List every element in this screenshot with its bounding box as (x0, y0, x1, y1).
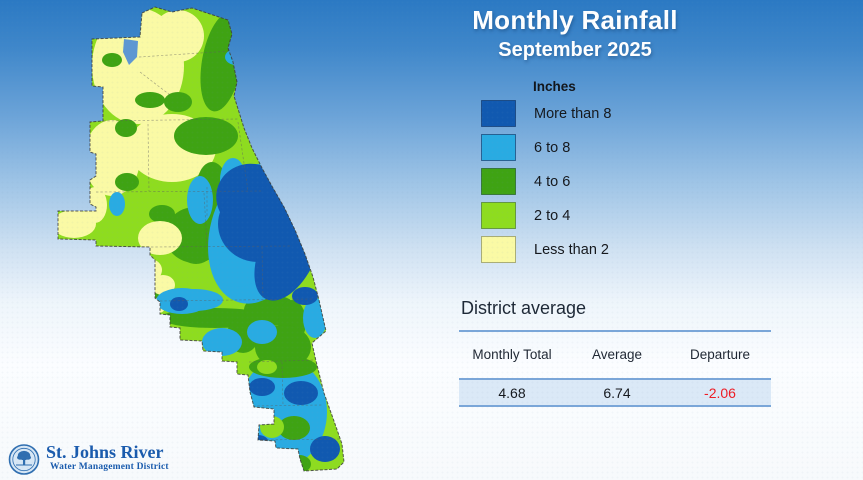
logo-org-subtitle: Water Management District (50, 461, 169, 472)
logo-org-name: St. Johns River (46, 442, 164, 462)
legend-swatch-more-than-8 (481, 100, 516, 127)
title-line-2: September 2025 (498, 38, 652, 61)
title-line-1: Monthly Rainfall (472, 5, 678, 35)
legend-label: 6 to 8 (534, 139, 571, 156)
county-lines (95, 50, 340, 441)
column-header-departure: Departure (689, 346, 751, 362)
legend-swatch-2to4 (481, 202, 516, 229)
rainfall-legend: More than 8 6 to 8 4 to 6 2 to 4 Less th… (481, 100, 611, 270)
legend-item: 2 to 4 (481, 202, 611, 229)
monthly-total-value: 4.68 (498, 384, 526, 401)
legend-item: 6 to 8 (481, 134, 611, 161)
average-value: 6.74 (603, 384, 631, 401)
map-inlet-notch (123, 39, 138, 65)
legend-swatch-less-than-2 (481, 236, 516, 263)
sjrwmd-seal-icon (8, 444, 40, 475)
district-average-title: District average (461, 298, 587, 318)
legend-label: Less than 2 (534, 241, 609, 258)
legend-swatch-4to6 (481, 168, 516, 195)
rainfall-map (57, 6, 345, 472)
legend-item: More than 8 (481, 100, 611, 127)
legend-item: Less than 2 (481, 236, 611, 263)
column-header-average: Average (591, 346, 643, 362)
legend-label: More than 8 (534, 105, 612, 122)
legend-item: 4 to 6 (481, 168, 611, 195)
page-title: Monthly Rainfall September 2025 (425, 5, 725, 62)
district-average-section: District average Monthly Total Average D… (459, 298, 771, 407)
legend-label: 4 to 6 (534, 173, 571, 190)
sjrwmd-logo: St. Johns River Water Management Distric… (8, 443, 169, 476)
column-header-monthly-total: Monthly Total (472, 346, 552, 362)
legend-title: Inches (533, 79, 576, 94)
district-outline (57, 6, 345, 472)
district-average-table: Monthly Total Average Departure 4.68 6.7… (459, 330, 771, 407)
legend-swatch-6to8 (481, 134, 516, 161)
table-header-row: Monthly Total Average Departure (459, 332, 771, 378)
logo-text: St. Johns River Water Management Distric… (46, 443, 169, 472)
legend-label: 2 to 4 (534, 207, 571, 224)
table-data-row: 4.68 6.74 -2.06 (459, 378, 771, 407)
departure-value: -2.06 (704, 384, 736, 401)
